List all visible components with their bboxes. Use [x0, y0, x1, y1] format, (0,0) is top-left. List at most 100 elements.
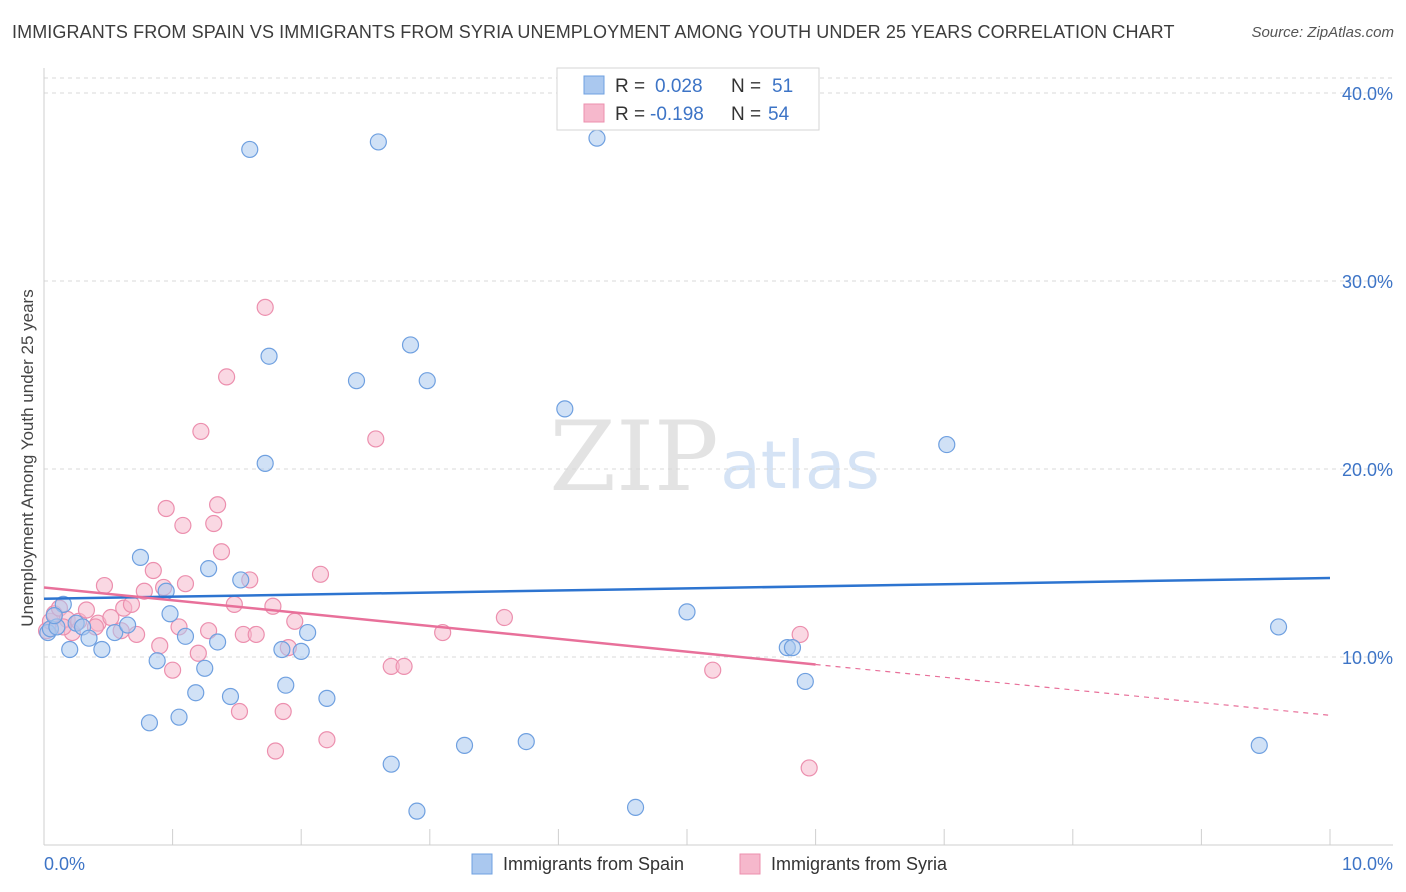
y-tick-label: 10.0%: [1342, 648, 1393, 668]
syria-point: [95, 576, 114, 595]
syria-point: [174, 516, 192, 535]
spain-point: [241, 140, 259, 159]
syria-point: [164, 661, 182, 679]
y-tick-label: 30.0%: [1342, 272, 1393, 292]
spain-point: [938, 435, 956, 454]
legend-swatch-syria: [583, 103, 605, 123]
syria-point: [192, 422, 210, 441]
spain-point: [1269, 618, 1288, 636]
legend-r-value-syria: -0.198: [650, 104, 704, 125]
source-credit: Source: ZipAtlas.com: [1251, 24, 1394, 41]
syria-point: [205, 514, 223, 533]
trend-line-spain: [43, 576, 1331, 600]
spain-point: [54, 595, 72, 613]
spain-point: [408, 802, 426, 820]
spain-point: [176, 627, 195, 645]
spain-point: [1250, 736, 1268, 754]
spain-point: [106, 623, 124, 642]
syria-point: [200, 622, 218, 640]
syria-point: [144, 561, 162, 580]
spain-point: [131, 548, 150, 566]
spain-point: [418, 372, 436, 390]
spain-point: [45, 607, 63, 625]
syria-point: [286, 612, 304, 630]
watermark-atlas: atlas: [720, 427, 880, 504]
spain-point: [200, 560, 218, 578]
legend-swatch-spain: [583, 75, 605, 95]
scatter-points: [37, 129, 1288, 820]
syria-point: [157, 499, 175, 518]
spain-point: [161, 605, 179, 623]
grid-lines: [44, 77, 1393, 658]
spain-point: [626, 798, 645, 817]
syria-point: [212, 543, 231, 561]
chart-title: IMMIGRANTS FROM SPAIN VS IMMIGRANTS FROM…: [12, 22, 1175, 42]
spain-point: [256, 454, 274, 472]
y-tick-labels: 10.0% 20.0% 30.0% 40.0%: [1342, 84, 1393, 668]
spain-point: [347, 372, 366, 390]
series-legend: Immigrants from Spain Immigrants from Sy…: [471, 853, 948, 875]
correlation-legend: R = 0.028 N = 51 R = -0.198 N = 54: [556, 67, 820, 131]
spain-point: [517, 733, 535, 751]
y-tick-label: 40.0%: [1342, 84, 1393, 104]
syria-point: [230, 702, 249, 721]
bottom-legend-label-syria: Immigrants from Syria: [771, 854, 948, 874]
syria-point: [189, 644, 207, 662]
legend-r-value-spain: 0.028: [655, 76, 703, 97]
legend-n-label-syria: N =: [731, 104, 761, 125]
x-tick-label-max: 10.0%: [1342, 854, 1393, 874]
syria-point: [218, 368, 236, 386]
y-tick-label: 20.0%: [1342, 460, 1393, 480]
legend-r-label-syria: R =: [615, 104, 645, 125]
spain-point: [196, 659, 214, 677]
bottom-legend-swatch-syria: [739, 853, 761, 875]
syria-point: [311, 565, 330, 583]
syria-point: [274, 702, 292, 721]
spain-point: [556, 400, 574, 418]
spain-point: [93, 640, 111, 659]
syria-point: [395, 657, 413, 676]
trend-line-syria-extension: [815, 663, 1331, 716]
spain-point: [232, 571, 250, 589]
axes: [43, 68, 1393, 846]
spain-point: [209, 633, 227, 651]
syria-point: [318, 731, 336, 749]
spain-point: [401, 336, 420, 354]
spain-point: [382, 755, 400, 773]
syria-point: [151, 637, 169, 655]
x-tick-label-min: 0.0%: [44, 854, 85, 874]
y-axis-label: Unemployment Among Youth under 25 years: [18, 289, 37, 626]
syria-point: [791, 625, 809, 644]
trend-line-syria: [43, 586, 816, 666]
spain-point: [455, 736, 474, 754]
syria-point: [77, 601, 96, 619]
syria-point: [135, 582, 153, 600]
syria-point: [209, 496, 227, 514]
syria-point: [800, 759, 818, 777]
spain-point: [140, 714, 159, 732]
legend-n-value-syria: 54: [768, 104, 790, 125]
spain-point: [369, 133, 387, 151]
watermark-zip: ZIP: [549, 401, 718, 513]
syria-point: [122, 595, 141, 613]
spain-point: [588, 129, 606, 147]
spain-point: [277, 676, 295, 694]
legend-n-label-spain: N =: [731, 76, 761, 97]
legend-r-label-spain: R =: [615, 76, 645, 97]
syria-point: [247, 625, 265, 644]
syria-point: [176, 575, 195, 593]
bottom-legend-swatch-spain: [471, 853, 493, 875]
syria-point: [704, 661, 722, 679]
spain-point: [118, 616, 137, 634]
syria-point: [495, 608, 513, 627]
spain-point: [260, 347, 278, 365]
legend-n-value-spain: 51: [772, 76, 793, 97]
syria-point: [256, 298, 274, 316]
spain-point: [187, 684, 205, 702]
spain-point: [783, 639, 802, 657]
spain-point: [796, 672, 814, 691]
spain-point: [61, 640, 79, 659]
syria-point: [367, 430, 385, 448]
syria-point: [266, 742, 285, 760]
